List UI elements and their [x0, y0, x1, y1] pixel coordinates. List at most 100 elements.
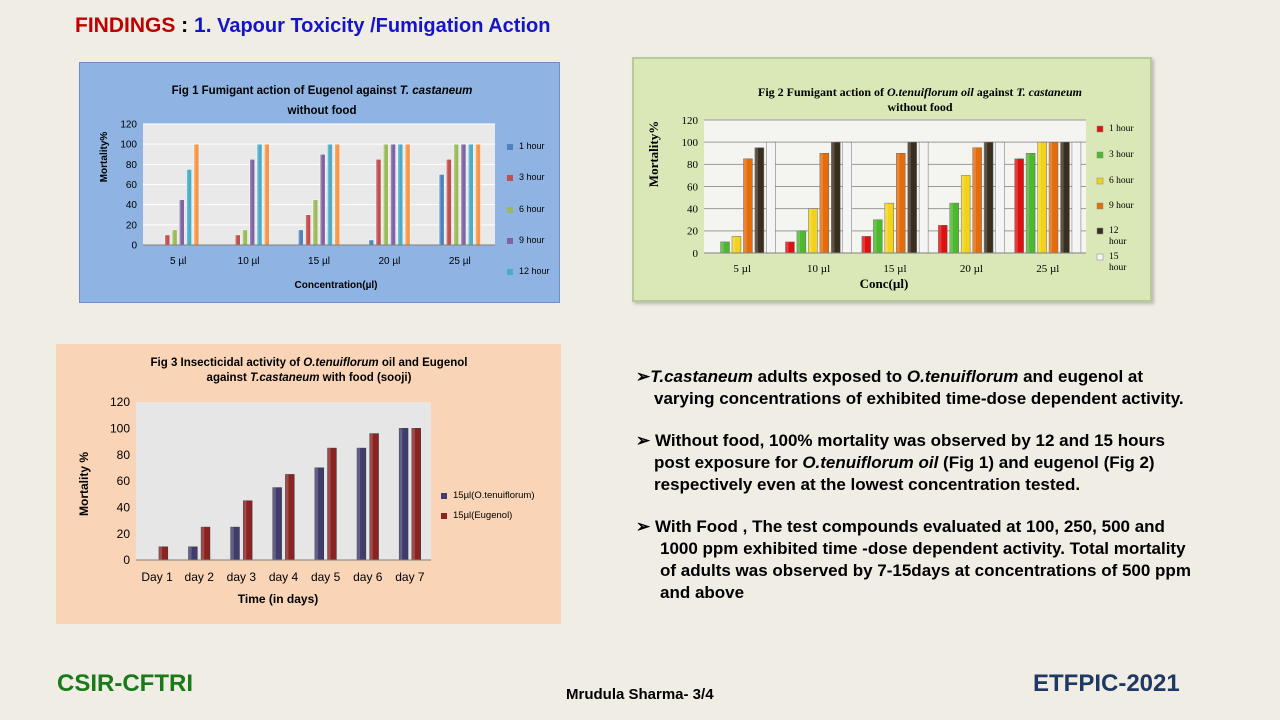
fig2-legend-label: 3 hour	[1109, 150, 1134, 160]
fig1-legend-label: 6 hour	[519, 204, 545, 214]
bullet-3-first: With Food , The test compounds evaluated…	[650, 517, 1165, 536]
fig3-y-axis-title: Mortality %	[77, 452, 91, 516]
fig1-bar-highlight	[242, 229, 245, 245]
fig3-category-label: day 2	[185, 570, 215, 584]
fig3-bar-highlight	[243, 500, 247, 560]
fig1-ytick-label: 40	[126, 200, 138, 211]
fig1-bar-highlight	[446, 159, 449, 245]
fig2-category-label: 20 µl	[960, 263, 983, 275]
fig1-title-line: without food	[287, 105, 357, 117]
bullet-1-part-1: adults exposed to	[752, 367, 907, 386]
fig1-bar-highlight	[264, 144, 267, 245]
fig2-ytick-label: 60	[687, 181, 699, 193]
fig1-bar-highlight	[368, 239, 371, 245]
fig2-legend-swatch	[1096, 125, 1104, 133]
bullet-2-first-line: ➢ Without food, 100% mortality was obser…	[636, 430, 1266, 452]
fig1-bar-highlight	[172, 229, 174, 245]
fig3-x-axis-title: Time (in days)	[238, 592, 318, 606]
fig3-bar-highlight	[201, 527, 205, 560]
fig2-bar-highlight	[995, 142, 999, 253]
fig2-legend-swatch	[1096, 202, 1104, 210]
bullet-3-cont-2: and above	[660, 583, 745, 602]
fig2-bar-highlight	[873, 219, 877, 253]
fig2-bar-highlight	[1049, 142, 1053, 253]
fig3-title-seg: O.tenuiflorum	[303, 357, 378, 369]
fig2-bar-highlight	[884, 203, 888, 253]
fig2-legend-label: 1 hour	[1109, 124, 1134, 134]
fig3-ytick-label: 20	[117, 527, 131, 541]
fig1-ytick-label: 100	[120, 140, 137, 151]
fig2-title-line: Fig 2 Fumigant action of O.tenuiflorum o…	[758, 85, 1082, 99]
fig2-bar-highlight	[819, 153, 823, 253]
bullet-1-part-2: O.tenuiflorum	[906, 367, 1019, 386]
fig3-category-label: day 7	[395, 570, 425, 584]
fig2-bar-highlight	[1037, 142, 1041, 253]
bullet-3: ➢ With Food , The test compounds evaluat…	[636, 516, 1266, 604]
fig2-bar-highlight	[972, 147, 976, 253]
fig1-bar-highlight	[397, 144, 400, 245]
fig1-bar-highlight	[334, 144, 337, 245]
bullet-2-cont-b: respectively even at the lowest concentr…	[654, 475, 1081, 494]
bullet-1-part-0: T.castaneum	[650, 367, 753, 386]
fig2-bar-highlight	[919, 142, 923, 253]
fig2-bar-highlight	[754, 147, 759, 253]
fig2-legend-swatch	[1096, 151, 1104, 159]
fig3-title-seg: oil and Eugenol	[379, 357, 468, 369]
footer-author: Mrudula Sharma- 3/4	[566, 686, 714, 703]
fig2-title-seg: without food	[887, 100, 952, 114]
arrow-bullet-icon: ➢	[636, 367, 651, 386]
bullet-2-cont-a: post exposure for O.tenuiflorum oil (Fig…	[636, 452, 1266, 474]
fig3-title-line: against T.castaneum with food (sooji)	[207, 372, 412, 384]
title-text: Vapour Toxicity /Fumigation Action	[211, 15, 551, 37]
fig1-x-axis-title: Concentration(µl)	[295, 280, 378, 291]
bullet-2-cont-part-0: post exposure for	[654, 453, 803, 472]
fig2-bar-highlight	[732, 236, 736, 253]
fig1-legend-label: 3 hour	[519, 172, 545, 182]
fig1-legend-swatch	[507, 207, 513, 213]
fig1-legend-swatch	[507, 269, 513, 275]
arrow-bullet-icon: ➢	[636, 517, 651, 536]
bullet-3-cont-0: 1000 ppm exhibited time -dose dependent …	[660, 539, 1186, 558]
bullet-1-cont-0: varying concentrations of exhibited time…	[654, 389, 1184, 408]
fig3-title-seg: T.castaneum	[250, 372, 319, 384]
fig2-legend-swatch	[1096, 253, 1104, 261]
fig1-category-label: 5 µl	[170, 256, 186, 267]
fig1-y-axis-title: Mortality%	[99, 132, 110, 183]
fig1-category-label: 25 µl	[449, 256, 471, 267]
fig3-bar-highlight	[411, 428, 415, 560]
fig3-ytick-label: 40	[117, 501, 131, 515]
fig1-category-label: 20 µl	[378, 256, 400, 267]
fig3-legend-label: 15µl(Eugenol)	[453, 510, 512, 521]
bullet-2-cont-part-1: O.tenuiflorum oil	[802, 453, 939, 472]
fig1-ytick-label: 80	[126, 160, 138, 171]
fig3-plot-area	[136, 402, 431, 560]
fig2-bar-highlight	[1026, 153, 1030, 253]
fig1-legend-swatch	[507, 144, 513, 150]
fig2-legend-label: hour	[1109, 237, 1127, 247]
bullet-1-first-line: ➢T.castaneum adults exposed to O.tenuifl…	[636, 366, 1266, 388]
fig2-legend-label: 15	[1109, 252, 1119, 262]
fig3-legend-swatch	[441, 513, 447, 519]
footer-institute: CSIR-CFTRI	[57, 670, 193, 697]
fig2-legend-swatch	[1096, 227, 1104, 235]
fig1-ytick-label: 60	[126, 180, 138, 191]
bullet-1: ➢T.castaneum adults exposed to O.tenuifl…	[636, 366, 1266, 410]
fig2-legend-swatch	[1096, 177, 1104, 185]
fig1-ytick-label: 20	[126, 220, 138, 231]
fig2-bar-highlight	[720, 241, 724, 253]
fig3-bar-highlight	[188, 546, 192, 560]
fig1-bar-highlight	[390, 144, 393, 245]
fig2-chart: 0 20 40 60 80 100 120 5 µl 10 µl 15 µl 20 µl 25 µl C…	[632, 57, 1152, 302]
fig2-title-seg: T. castaneum	[1016, 85, 1082, 99]
fig3-title-line: Fig 3 Insecticidal activity of O.tenuifl…	[151, 357, 468, 369]
fig1-legend-label: 9 hour	[519, 235, 545, 245]
fig2-bar-highlight	[907, 142, 911, 253]
fig3-bar-highlight	[357, 448, 361, 560]
fig2-ytick-label: 120	[682, 115, 699, 127]
fig3-bar-highlight	[158, 546, 163, 560]
fig1-bar-highlight	[235, 234, 237, 245]
fig1-title-seg: without food	[287, 105, 357, 117]
findings-label: FINDINGS	[75, 14, 176, 37]
fig1-category-label: 15 µl	[308, 256, 330, 267]
fig1-title-seg: T. castaneum	[400, 85, 473, 97]
